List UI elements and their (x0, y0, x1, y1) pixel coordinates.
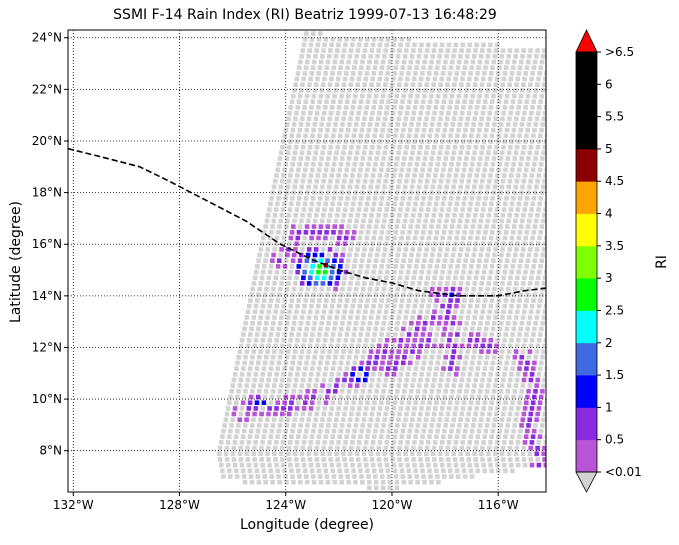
colorbar-segment (576, 84, 597, 118)
colorbar-tick-label: 1.5 (605, 368, 624, 382)
colorbar-segment (576, 52, 597, 85)
colorbar-tick-label: >6.5 (605, 45, 634, 59)
y-tick-label: 14°N (32, 289, 62, 303)
colorbar-tick-label: 5 (605, 142, 613, 156)
satellite-swath (216, 31, 546, 491)
colorbar-segment (576, 245, 597, 279)
colorbar-segment (576, 310, 597, 344)
x-tick-label: 132°W (53, 498, 94, 512)
colorbar-segment (576, 148, 597, 182)
chart-title: SSMI F-14 Rain Index (RI) Beatriz 1999-0… (113, 7, 497, 23)
colorbar-tick-label: <0.01 (605, 465, 642, 479)
y-tick-label: 10°N (32, 392, 62, 406)
map-gridlines (68, 30, 546, 492)
colorbar-tick-label: 4 (605, 207, 613, 221)
colorbar-segment (576, 439, 597, 473)
x-tick-label: 120°W (372, 498, 413, 512)
colorbar-tick-label: 0.5 (605, 433, 624, 447)
y-tick-label: 12°N (32, 340, 62, 354)
colorbar-segment (576, 181, 597, 214)
x-tick-label: 124°W (265, 498, 306, 512)
y-tick-label: 20°N (32, 134, 62, 148)
colorbar-segment (576, 278, 597, 311)
x-axis-ticks: 132°W 128°W 124°W 120°W 116°W (53, 492, 519, 512)
x-tick-label: 116°W (478, 498, 519, 512)
colorbar-segment (576, 375, 597, 408)
x-axis-label: Longitude (degree) (239, 517, 375, 533)
y-tick-label: 16°N (32, 237, 62, 251)
colorbar-segment (576, 213, 597, 247)
map-frame (67, 29, 547, 493)
y-tick-label: 24°N (32, 31, 62, 45)
colorbar-tick-label: 3 (605, 271, 613, 285)
y-tick-label: 8°N (39, 444, 62, 458)
colorbar-segment (576, 342, 597, 376)
colorbar-tick-label: 5.5 (605, 110, 624, 124)
colorbar-over-triangle (575, 29, 598, 53)
colorbar-tick-label: 6 (605, 77, 613, 91)
colorbar-tick-label: 2 (605, 336, 613, 350)
storm-track-line (68, 147, 546, 297)
colorbar-segment (576, 116, 597, 150)
colorbar-tick-label: 3.5 (605, 239, 624, 253)
y-axis-ticks: 24°N 22°N 20°N 18°N 16°N 14°N 12°N 10°N 8°N (32, 31, 68, 458)
y-tick-label: 18°N (32, 186, 62, 200)
colorbar: <0.01 0.5 1 1.5 2 2.5 3 3.5 4 4.5 5 5.5 6 >6.5 (575, 29, 642, 493)
colorbar-tick-label: 4.5 (605, 174, 624, 188)
colorbar-label: RI (654, 255, 670, 269)
colorbar-tick-label: 2.5 (605, 303, 624, 317)
x-tick-label: 128°W (159, 498, 200, 512)
colorbar-tick-label: 1 (605, 400, 613, 414)
y-tick-label: 22°N (32, 82, 62, 96)
y-axis-label: Latitude (degree) (8, 200, 24, 324)
colorbar-segment (576, 407, 597, 441)
rain-index-pixels (231, 224, 546, 468)
colorbar-under-triangle (575, 471, 598, 493)
